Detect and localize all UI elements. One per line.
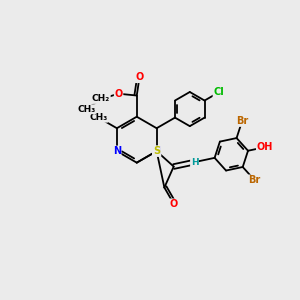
Text: OH: OH xyxy=(256,142,273,152)
Text: N: N xyxy=(113,146,121,156)
Text: CH₂: CH₂ xyxy=(92,94,110,103)
Text: Br: Br xyxy=(248,175,261,185)
Text: H: H xyxy=(190,158,198,166)
Text: S: S xyxy=(153,146,160,156)
Text: O: O xyxy=(170,199,178,209)
Text: Br: Br xyxy=(236,116,248,126)
Text: Cl: Cl xyxy=(213,87,224,98)
Text: O: O xyxy=(135,73,144,82)
Text: N: N xyxy=(153,146,161,156)
Text: O: O xyxy=(115,89,123,99)
Text: CH₃: CH₃ xyxy=(89,113,108,122)
Text: CH₃: CH₃ xyxy=(77,105,95,114)
